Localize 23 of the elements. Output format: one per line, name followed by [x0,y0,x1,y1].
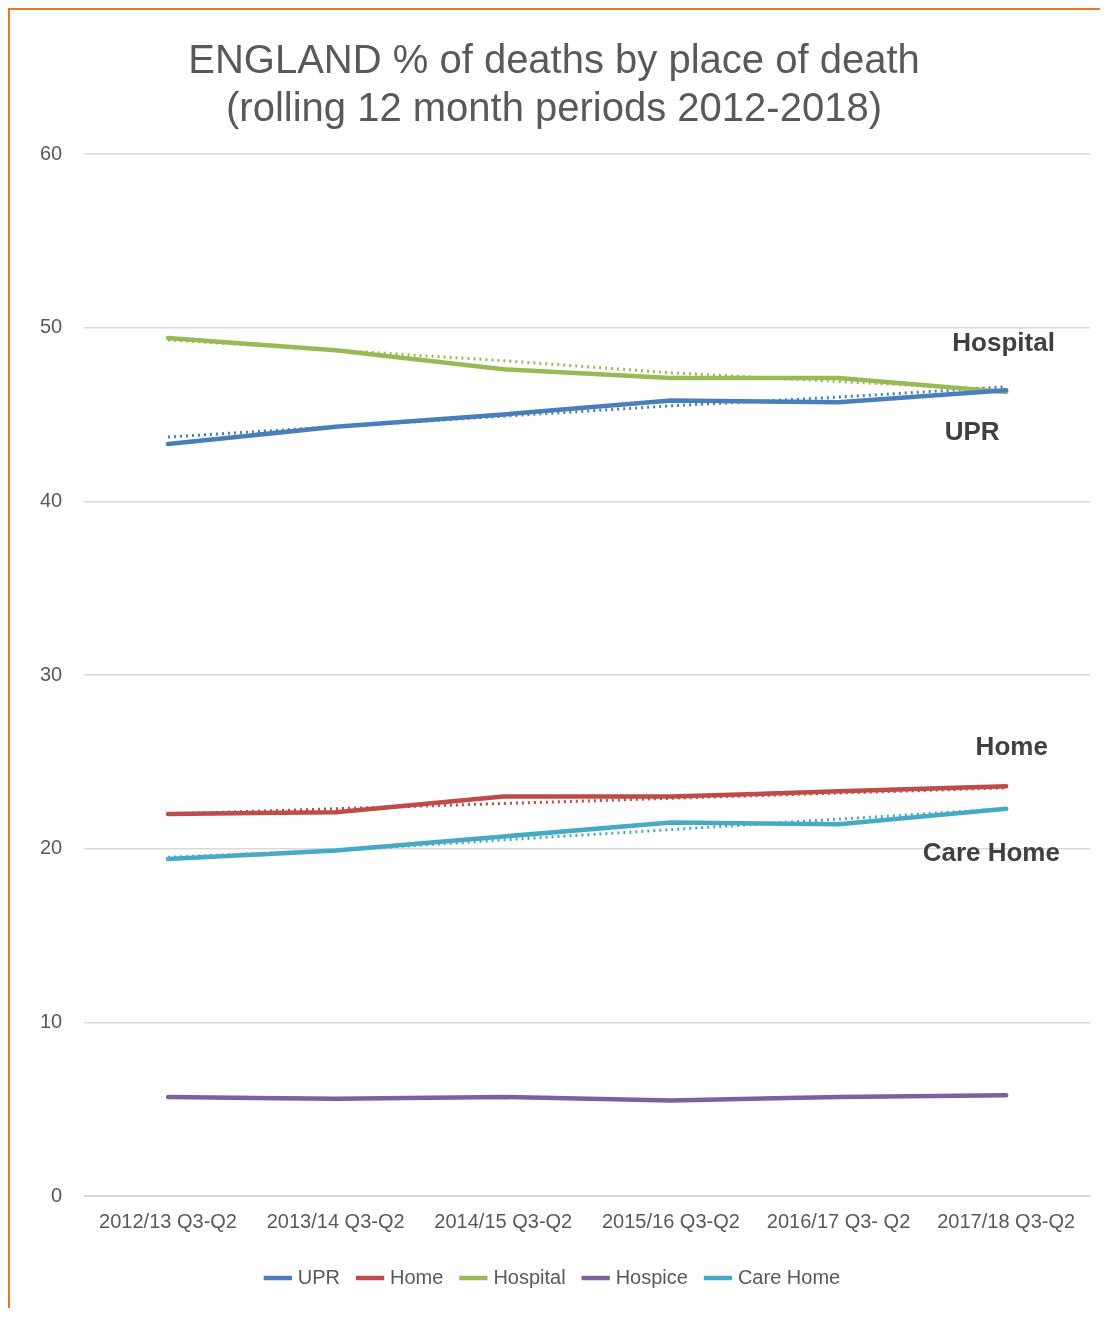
annotation: Home [975,731,1048,762]
annotation: UPR [944,416,1000,447]
legend-label: Home [390,1265,444,1288]
y-tick-label: 40 [40,488,63,511]
y-tick-label: 0 [51,1183,63,1206]
chart-title: ENGLAND % of deaths by place of death (rolling 12 month periods 2012-2018) [188,37,920,130]
y-tick-label: 30 [40,662,63,685]
y-tick-label: 10 [40,1009,63,1032]
x-tick-label: 2016/17 Q3- Q2 [766,1209,911,1232]
x-tick-label: 2017/18 Q3-Q2 [937,1209,1076,1232]
annotation: Care Home [922,837,1060,868]
annotation: Hospital [952,326,1055,357]
x-tick-label: 2014/15 Q3-Q2 [434,1209,573,1232]
y-tick-label: 50 [40,315,63,338]
x-tick-label: 2015/16 Q3-Q2 [602,1209,740,1232]
legend-label: Care Home [737,1265,841,1288]
x-tick-label: 2013/14 Q3-Q2 [266,1209,405,1232]
y-tick-label: 20 [40,836,63,859]
y-tick-label: 60 [40,141,63,164]
legend-label: UPR [297,1265,341,1288]
legend-label: Hospice [615,1265,688,1288]
x-tick-label: 2012/13 Q3-Q2 [99,1209,237,1232]
legend-label: Hospital [493,1265,566,1288]
